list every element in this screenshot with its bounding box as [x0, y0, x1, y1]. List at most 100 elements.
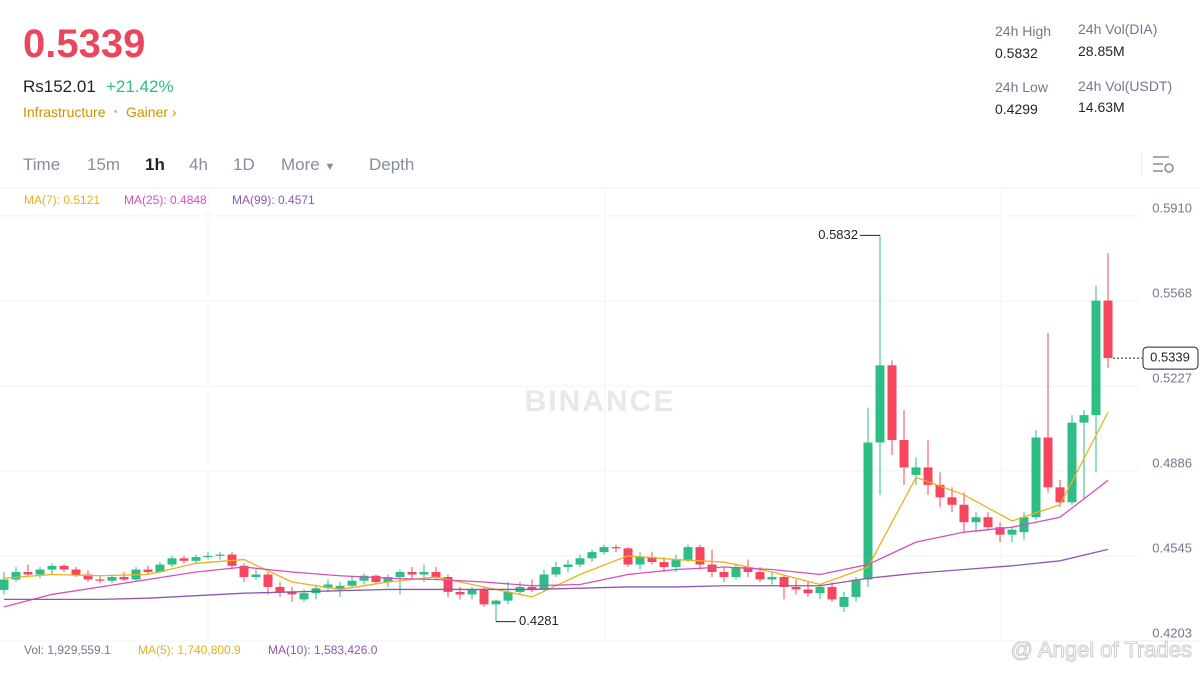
candle-body — [95, 579, 105, 581]
candle-body — [695, 547, 705, 565]
candle-body — [35, 569, 45, 575]
separator-dot — [114, 110, 117, 113]
tab[interactable]: 4h — [189, 155, 208, 174]
stat-value: 28.85M — [1078, 43, 1125, 59]
last-price-label: 0.5339 — [1150, 350, 1190, 365]
stat-label: 24h Vol(DIA) — [1078, 21, 1158, 37]
candle-body — [659, 562, 669, 568]
candle-body — [431, 572, 441, 577]
candle-body — [803, 589, 813, 594]
tag-text: Gainer — [126, 104, 169, 120]
candle-body — [767, 576, 777, 580]
candle-body — [215, 554, 225, 556]
candle-body — [263, 574, 273, 587]
candle-body — [83, 574, 93, 580]
divider — [1141, 153, 1142, 175]
candle-body — [563, 564, 573, 568]
candle-body — [323, 584, 333, 589]
fiat-price: Rs152.01 — [23, 77, 96, 96]
candle-body — [119, 576, 129, 580]
candle-body — [407, 572, 417, 575]
candle-body — [275, 586, 285, 592]
candle-body — [683, 547, 693, 560]
candle-body — [995, 527, 1005, 535]
candle-body — [107, 576, 117, 581]
candle-body — [143, 569, 153, 573]
candle-body — [611, 547, 621, 549]
candle-body — [731, 567, 741, 577]
tab[interactable]: 1D — [233, 155, 255, 174]
category-tag[interactable]: Gainer › — [126, 104, 177, 120]
low-label: 0.4281 — [519, 613, 559, 628]
candle-body — [1031, 437, 1041, 518]
candle-body — [191, 557, 201, 561]
stat-label: 24h Vol(USDT) — [1078, 78, 1173, 94]
candle-body — [479, 589, 489, 605]
candle-body — [347, 580, 357, 586]
candle-body — [239, 565, 249, 577]
candle-body — [179, 558, 189, 561]
candle-body — [11, 572, 21, 580]
candle-body — [719, 572, 729, 577]
candle-body — [875, 365, 885, 443]
candle-body — [1103, 300, 1113, 359]
tab[interactable]: Time — [23, 155, 61, 174]
y-tick-label: 0.5910 — [1152, 200, 1192, 215]
stat-label: 24h Low — [995, 79, 1048, 95]
tab[interactable]: Depth — [369, 155, 415, 174]
candle-body — [491, 600, 501, 605]
candle-body — [71, 569, 81, 575]
candle-body — [1091, 300, 1101, 416]
candle-body — [575, 558, 585, 565]
last-price: 0.5339 — [23, 22, 146, 66]
stat-label: 24h High — [995, 23, 1052, 39]
candle-body — [971, 517, 981, 523]
candle-body — [935, 484, 945, 498]
candle-body — [299, 593, 309, 600]
y-tick-label: 0.4545 — [1152, 540, 1192, 555]
candle-body — [0, 579, 9, 590]
candle-body — [911, 467, 921, 475]
candle-body — [1043, 437, 1053, 488]
candle-body — [923, 467, 933, 485]
y-tick-label: 0.4203 — [1152, 625, 1192, 640]
tab[interactable]: 1h — [145, 155, 165, 174]
stat-value: 14.63M — [1078, 99, 1125, 115]
candle-body — [587, 552, 597, 559]
candle-body — [395, 572, 405, 577]
settings-icon[interactable] — [1150, 154, 1176, 176]
category-tag[interactable]: Infrastructure — [23, 104, 106, 120]
candle-body — [383, 576, 393, 582]
caret: ▼ — [324, 161, 336, 173]
volume-legend: MA(10): 1,583,426.0 — [268, 643, 378, 657]
candle-body — [359, 575, 369, 581]
candle-body — [47, 565, 57, 570]
candle-body — [419, 572, 429, 575]
stat-value: 0.4299 — [995, 101, 1038, 117]
tab[interactable]: More ▼ — [281, 155, 335, 175]
candle-body — [947, 497, 957, 505]
candle-body — [287, 591, 297, 595]
candle-body — [755, 572, 765, 580]
candle-body — [959, 504, 969, 523]
volume-legend: MA(5): 1,740,800.9 — [138, 643, 241, 657]
candle-body — [779, 576, 789, 587]
candle-body — [1079, 415, 1089, 423]
candle-body — [23, 572, 33, 575]
candle-body — [1067, 422, 1077, 503]
candle-body — [887, 365, 897, 441]
y-tick-label: 0.4886 — [1152, 455, 1192, 470]
candle-body — [443, 576, 453, 592]
volume-legend: Vol: 1,929,559.1 — [24, 643, 111, 657]
candle-body — [335, 585, 345, 590]
candle-body — [467, 589, 477, 595]
tab[interactable]: 15m — [87, 155, 121, 174]
candle-body — [203, 555, 213, 558]
candle-body — [815, 586, 825, 594]
candle-body — [635, 557, 645, 565]
candle-body — [647, 557, 657, 563]
last-price-box — [1142, 346, 1199, 370]
tab-text: More — [281, 155, 320, 174]
